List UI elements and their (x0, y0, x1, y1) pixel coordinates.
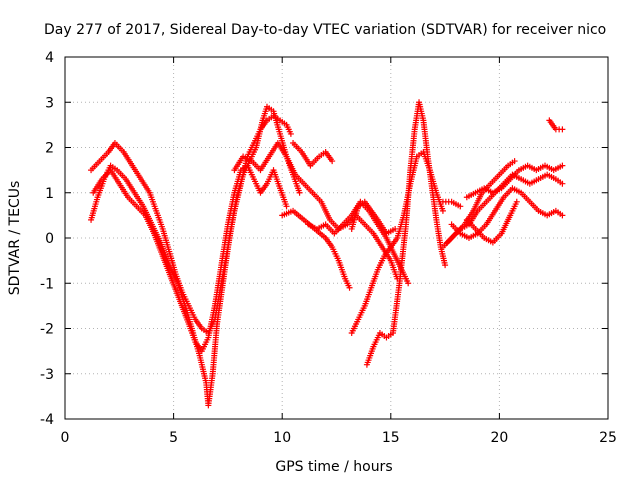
data-point (329, 158, 336, 165)
data-point (439, 207, 446, 214)
x-tick-label: 10 (273, 430, 291, 446)
data-point (283, 203, 290, 210)
data-series (279, 207, 353, 291)
data-series (463, 162, 566, 201)
data-series (90, 162, 290, 355)
data-series (439, 171, 566, 251)
data-series (363, 99, 449, 368)
y-tick-label: 3 (45, 95, 54, 111)
y-tick-label: -1 (40, 276, 54, 292)
data-series (348, 198, 399, 237)
data-series (463, 198, 520, 246)
data-point (513, 198, 520, 205)
y-tick-label: 2 (45, 141, 54, 157)
x-tick-label: 20 (490, 430, 508, 446)
x-tick-label: 15 (382, 430, 400, 446)
data-point (392, 225, 399, 232)
data-point (559, 212, 566, 219)
y-tick-label: -3 (40, 367, 54, 383)
axis-ticks: 0 5 10 15 20 25 -4 -3 -2 -1 0 1 2 3 4 (40, 50, 617, 446)
data-series (448, 185, 566, 241)
grid-lines (65, 57, 608, 419)
data-series (439, 198, 464, 210)
x-tick-label: 25 (599, 430, 617, 446)
data-point (287, 130, 294, 137)
data-point (346, 284, 353, 291)
data-point (511, 158, 518, 165)
data-point (296, 189, 303, 196)
data-series (546, 117, 566, 133)
data-series (88, 112, 294, 337)
y-tick-label: 4 (45, 50, 54, 66)
data-point (405, 280, 412, 287)
data-markers (88, 99, 566, 409)
y-tick-label: -4 (40, 412, 54, 428)
data-point (559, 180, 566, 187)
x-tick-label: 0 (61, 430, 70, 446)
data-point (559, 126, 566, 133)
x-axis-label: GPS time / hours (275, 459, 392, 475)
y-tick-label: 0 (45, 231, 54, 247)
data-point (559, 162, 566, 169)
data-point (442, 262, 449, 269)
chart-title: Day 277 of 2017, Sidereal Day-to-day VTE… (44, 22, 606, 38)
x-tick-label: 5 (169, 430, 178, 446)
y-tick-label: -2 (40, 322, 54, 338)
data-series (290, 139, 336, 169)
data-point (457, 203, 464, 210)
plot-frame (64, 56, 609, 420)
y-tick-label: 1 (45, 186, 54, 202)
y-axis-label: SDTVAR / TECUs (7, 181, 23, 296)
